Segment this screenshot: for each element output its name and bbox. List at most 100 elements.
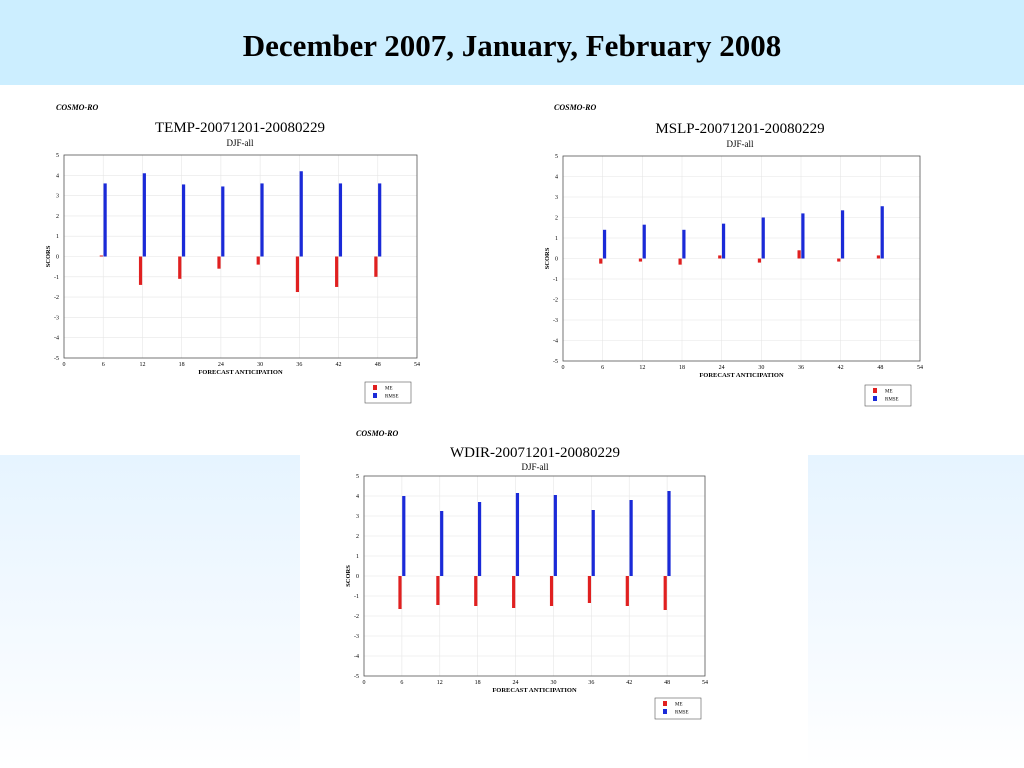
chart-title: TEMP-20071201-20080229 — [155, 120, 325, 136]
legend-label-me: ME — [675, 703, 683, 708]
chart-source-label: COSMO-RO — [56, 103, 98, 112]
y-tick-label: -5 — [354, 674, 359, 680]
x-tick-label: 30 — [758, 365, 764, 371]
chart-subtitle: DJF-all — [522, 462, 549, 472]
me-bar — [217, 256, 221, 269]
me-bar — [718, 255, 722, 259]
legend-label-rmse: RMSE — [885, 398, 899, 403]
rmse-bar — [667, 491, 671, 576]
me-bar — [295, 256, 300, 293]
x-tick-label: 0 — [363, 680, 366, 686]
y-tick-label: -2 — [354, 614, 359, 620]
y-tick-label: 0 — [555, 257, 558, 263]
y-tick-label: 1 — [356, 554, 359, 560]
y-tick-label: -1 — [54, 275, 59, 281]
me-bar — [138, 256, 143, 285]
rmse-bar — [515, 493, 520, 576]
y-tick-label: -4 — [54, 336, 59, 342]
x-tick-label: 6 — [400, 680, 403, 686]
me-bar — [599, 258, 603, 264]
title-band — [0, 0, 1024, 85]
x-tick-label: 12 — [139, 362, 145, 368]
rmse-bar — [721, 223, 726, 259]
rmse-bar — [602, 229, 607, 259]
rmse-bar — [142, 173, 146, 257]
x-tick-label: 42 — [336, 362, 342, 368]
me-bar — [436, 576, 440, 605]
y-tick-label: -1 — [354, 594, 359, 600]
me-bar — [474, 576, 478, 606]
me-bar — [638, 258, 643, 262]
y-axis-label: SCORS — [45, 245, 52, 267]
plot-frame — [363, 475, 706, 677]
y-tick-label: 0 — [356, 574, 359, 580]
legend-swatch-rmse — [663, 709, 667, 714]
me-bar — [99, 255, 103, 257]
rmse-bar — [682, 229, 686, 259]
rmse-bar — [840, 210, 845, 259]
me-bar — [549, 576, 554, 606]
y-tick-label: 1 — [56, 234, 59, 240]
y-tick-label: 2 — [555, 216, 558, 222]
x-axis-label: FORECAST ANTICIPATION — [699, 372, 784, 379]
y-tick-label: -1 — [553, 277, 558, 283]
chart-title: MSLP-20071201-20080229 — [655, 121, 824, 137]
x-tick-label: 30 — [550, 680, 556, 686]
y-tick-label: -4 — [553, 339, 558, 345]
legend-swatch-rmse — [373, 393, 377, 398]
rmse-bar — [378, 183, 382, 257]
legend-box — [864, 384, 912, 407]
y-tick-label: -4 — [354, 654, 359, 660]
legend-box — [654, 697, 702, 720]
y-tick-label: 3 — [356, 514, 359, 520]
y-tick-label: 5 — [56, 153, 59, 159]
legend-label-me: ME — [385, 387, 393, 392]
x-tick-label: 6 — [601, 365, 604, 371]
x-tick-label: 0 — [562, 365, 565, 371]
rmse-bar — [629, 500, 633, 576]
y-tick-label: 3 — [555, 195, 558, 201]
x-tick-label: 48 — [877, 365, 883, 371]
x-tick-label: 54 — [702, 680, 708, 686]
me-bar — [256, 256, 260, 265]
mslp-chart-panel: COSMO-RO MSLP-20071201-20080229 DJF-all 5 4 3… — [540, 90, 990, 410]
legend-label-rmse: RMSE — [385, 395, 399, 400]
x-tick-label: 48 — [375, 362, 381, 368]
legend-box — [364, 381, 412, 404]
x-tick-label: 54 — [917, 365, 923, 371]
y-tick-label: -2 — [553, 298, 558, 304]
y-tick-label: 4 — [555, 175, 558, 181]
x-tick-label: 42 — [838, 365, 844, 371]
rmse-bar — [260, 183, 264, 257]
y-axis-label: SCORS — [544, 247, 551, 269]
legend-swatch-me — [373, 385, 377, 390]
x-tick-label: 42 — [626, 680, 632, 686]
y-axis-label: SCORS — [345, 565, 352, 587]
y-tick-label: 1 — [555, 236, 558, 242]
y-tick-label: -3 — [553, 318, 558, 324]
slide-title: December 2007, January, February 2008 — [242, 28, 782, 63]
x-tick-label: 36 — [798, 365, 804, 371]
me-bar — [876, 255, 881, 259]
legend-swatch-me — [873, 388, 877, 393]
x-axis-label: FORECAST ANTICIPATION — [492, 687, 577, 694]
chart-title: WDIR-20071201-20080229 — [450, 445, 620, 461]
mslp-chart: COSMO-RO MSLP-20071201-20080229 DJF-all 54 3… — [544, 103, 923, 407]
rmse-bar — [642, 224, 646, 259]
chart-subtitle: DJF-all — [227, 138, 254, 148]
x-tick-label: 6 — [102, 362, 105, 368]
rmse-bar — [761, 217, 765, 259]
me-bar — [797, 250, 801, 259]
rmse-bar — [801, 213, 805, 259]
y-tick-label: 5 — [356, 474, 359, 480]
y-tick-label: 4 — [56, 173, 59, 179]
chart-source-label: COSMO-RO — [554, 103, 596, 112]
temp-chart: COSMO-RO TEMP-20071201-20080229 DJF-all 5 4 3… — [45, 103, 420, 404]
rmse-bar — [103, 183, 107, 257]
x-tick-label: 12 — [437, 680, 443, 686]
y-tick-label: 2 — [56, 214, 59, 220]
x-tick-label: 36 — [296, 362, 302, 368]
rmse-bar — [221, 186, 225, 257]
x-tick-label: 18 — [475, 680, 481, 686]
chart-subtitle: DJF-all — [727, 139, 754, 149]
